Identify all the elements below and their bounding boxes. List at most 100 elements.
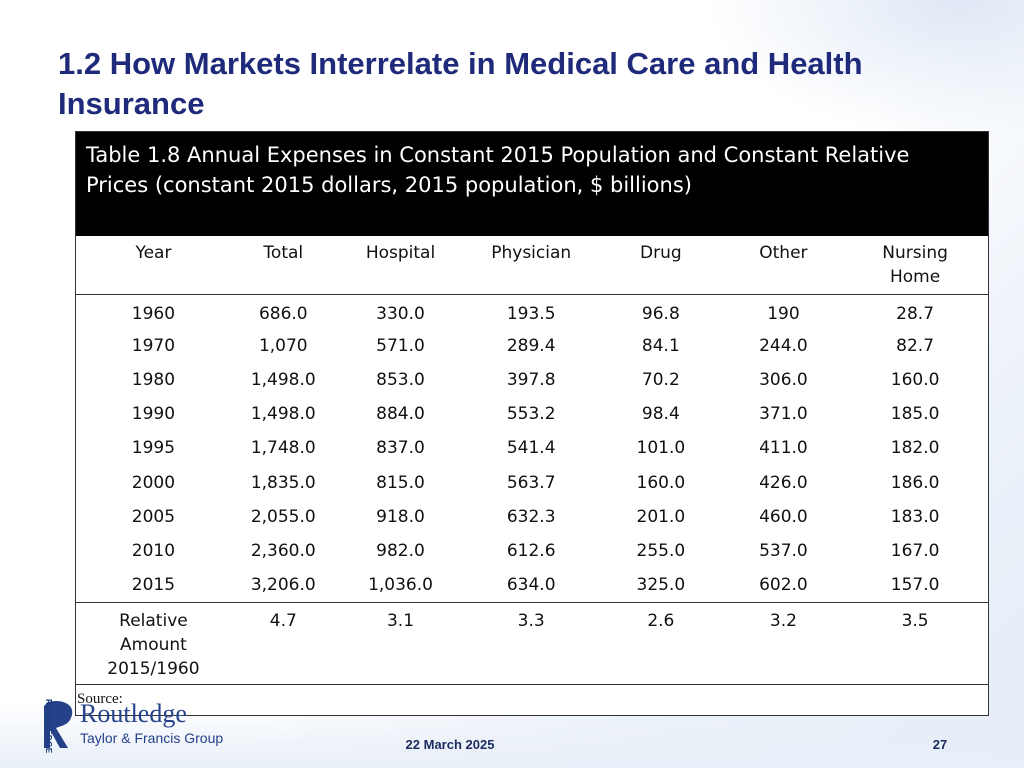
table-cell: 167.0 [890, 540, 940, 561]
table-cell: 571.0 [376, 335, 425, 356]
table-cell: 157.0 [890, 574, 940, 595]
table-cell: 853.0 [376, 369, 425, 390]
logo-vertical-text: ROUTLEDGE [44, 699, 53, 754]
table-cell: 1,748.0 [250, 438, 316, 459]
table-cell: 330.0 [376, 303, 425, 324]
table-cell: 3.1 [335, 601, 466, 685]
table-cell: 1,835.0 [250, 472, 316, 493]
table-row: 2010 2,360.0 982.0 612.6 255.0 537.0 167.0 [76, 534, 988, 568]
table-cell: 70.2 [641, 369, 680, 390]
table-cell: 98.4 [641, 404, 680, 425]
table-cell: 397.8 [506, 369, 556, 390]
table-cell: 3,206.0 [250, 574, 316, 595]
column-header-nursing-home: Nursing Home [842, 236, 988, 295]
table-cell: 96.8 [641, 303, 680, 324]
table-row: 2005 2,055.0 918.0 632.3 201.0 460.0 183.0 [76, 500, 988, 534]
table-cell: 553.2 [506, 404, 556, 425]
relative-label: Relative Amount 2015/1960 [76, 601, 231, 685]
table-cell: 537.0 [759, 540, 808, 561]
column-header-physician: Physician [465, 236, 598, 295]
table-cell: 182.0 [890, 438, 940, 459]
table-cell: 306.0 [759, 369, 808, 390]
column-header-other: Other [724, 236, 843, 295]
table-cell: 28.7 [896, 303, 935, 324]
table-cell: 884.0 [376, 404, 425, 425]
table-cell: 815.0 [376, 472, 425, 493]
table-cell: 1,070 [258, 335, 308, 356]
table-cell: 982.0 [376, 540, 425, 561]
table-cell: 1,498.0 [250, 404, 316, 425]
slide-title: 1.2 How Markets Interrelate in Medical C… [58, 46, 863, 121]
logo-subtitle: Taylor & Francis Group [80, 730, 224, 746]
year-cell: 2015 [131, 574, 176, 595]
year-cell: 1995 [131, 438, 176, 459]
table-cell: 2,360.0 [250, 540, 316, 561]
table-cell: 289.4 [506, 335, 556, 356]
year-cell: 1980 [131, 369, 176, 390]
table-cell: 201.0 [636, 506, 686, 527]
table-cell: 411.0 [759, 438, 808, 459]
relative-amount-row: Relative Amount 2015/1960 4.7 3.1 3.3 2.… [76, 601, 988, 685]
table-cell: 541.4 [506, 438, 556, 459]
publisher-logo: ROUTLEDGE Routledge Taylor & Francis Gro… [34, 698, 234, 754]
table-cell: 84.1 [641, 335, 680, 356]
table-cell: 244.0 [759, 335, 808, 356]
column-header-hospital: Hospital [335, 236, 466, 295]
table-cell: 3.3 [465, 601, 598, 685]
table-cell: 255.0 [636, 540, 686, 561]
table-cell: 190 [767, 303, 800, 324]
table-cell: 185.0 [890, 404, 940, 425]
page-number: 27 [932, 737, 948, 752]
year-cell: 2010 [131, 540, 176, 561]
table-row: 1995 1,748.0 837.0 541.4 101.0 411.0 182.0 [76, 431, 988, 465]
table-caption: Table 1.8 Annual Expenses in Constant 20… [76, 132, 988, 236]
logo-name: Routledge [80, 699, 187, 728]
table-cell: 4.7 [230, 601, 336, 685]
table-cell: 1,036.0 [368, 574, 433, 595]
table-row: 2015 3,206.0 1,036.0 634.0 325.0 602.0 157.0 [76, 568, 988, 602]
table-row: 1990 1,498.0 884.0 553.2 98.4 371.0 185.0 [76, 397, 988, 431]
column-header-drug: Drug [597, 236, 725, 295]
routledge-r-icon [44, 700, 73, 748]
table-cell: 2,055.0 [250, 506, 316, 527]
table-cell: 2.6 [597, 601, 725, 685]
data-table-container: Table 1.8 Annual Expenses in Constant 20… [75, 131, 989, 717]
table-row: 1970 1,070 571.0 289.4 84.1 244.0 82.7 [76, 329, 988, 363]
table-cell: 460.0 [759, 506, 808, 527]
table-cell: 3.2 [724, 601, 843, 685]
table-row: 1960 686.0 330.0 193.5 96.8 190 28.7 [76, 295, 988, 329]
table-cell: 160.0 [636, 472, 686, 493]
table-header-row: Year Total Hospital Physician Drug Other… [76, 236, 988, 295]
expenses-table: Year Total Hospital Physician Drug Other… [76, 236, 988, 685]
table-cell: 563.7 [506, 472, 556, 493]
table-cell: 632.3 [506, 506, 556, 527]
table-row: 1980 1,498.0 853.0 397.8 70.2 306.0 160.0 [76, 363, 988, 397]
table-cell: 634.0 [506, 574, 556, 595]
column-header-total: Total [230, 236, 336, 295]
year-cell: 1970 [131, 335, 176, 356]
table-cell: 325.0 [636, 574, 686, 595]
table-body: 1960 686.0 330.0 193.5 96.8 190 28.7 1970 1,070 5… [76, 295, 988, 685]
table-cell: 686.0 [258, 303, 308, 324]
table-cell: 82.7 [896, 335, 935, 356]
table-row: 2000 1,835.0 815.0 563.7 160.0 426.0 186.0 [76, 465, 988, 499]
table-cell: 918.0 [376, 506, 425, 527]
table-cell: 183.0 [890, 506, 940, 527]
table-cell: 612.6 [506, 540, 556, 561]
footer-date: 22 March 2025 [405, 737, 495, 752]
decorative-corner [704, 0, 1024, 140]
table-cell: 186.0 [890, 472, 940, 493]
table-cell: 193.5 [506, 303, 556, 324]
year-cell: 2005 [131, 506, 176, 527]
year-cell: 2000 [131, 472, 176, 493]
table-cell: 101.0 [636, 438, 686, 459]
table-cell: 371.0 [759, 404, 808, 425]
year-cell: 1990 [131, 404, 176, 425]
table-cell: 160.0 [890, 369, 940, 390]
table-cell: 602.0 [759, 574, 808, 595]
table-source-note: Source: [76, 684, 988, 715]
table-cell: 837.0 [376, 438, 425, 459]
year-cell: 1960 [131, 303, 176, 324]
column-header-year: Year [76, 236, 231, 295]
table-cell: 3.5 [842, 601, 988, 685]
